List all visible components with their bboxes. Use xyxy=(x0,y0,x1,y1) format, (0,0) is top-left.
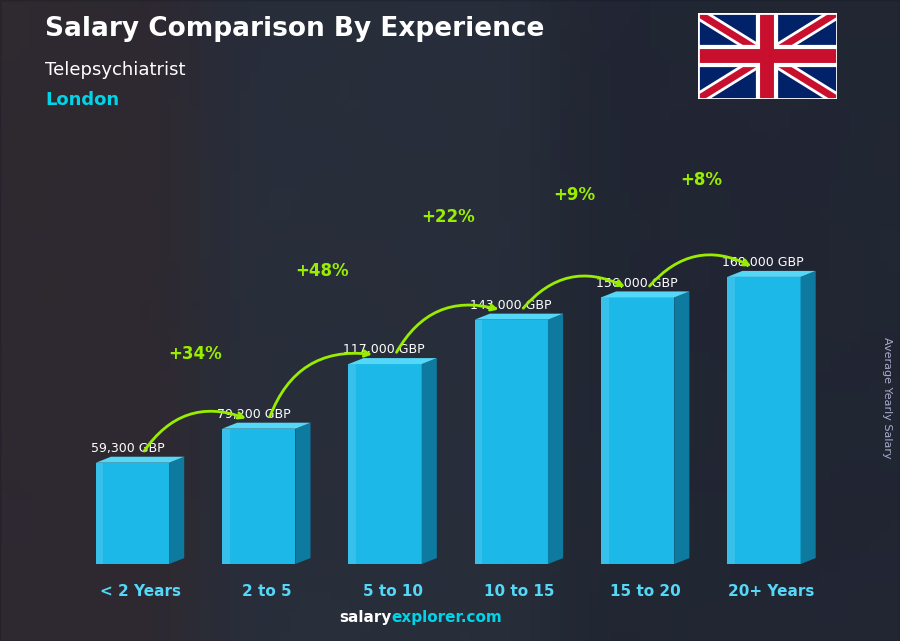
Text: Telepsychiatrist: Telepsychiatrist xyxy=(45,61,185,79)
Polygon shape xyxy=(295,422,310,564)
Polygon shape xyxy=(548,313,563,564)
Text: explorer.com: explorer.com xyxy=(392,610,502,625)
Text: Average Yearly Salary: Average Yearly Salary xyxy=(881,337,892,458)
Polygon shape xyxy=(474,320,548,564)
Polygon shape xyxy=(601,292,689,297)
Text: +22%: +22% xyxy=(421,208,475,226)
Text: < 2 Years: < 2 Years xyxy=(100,584,181,599)
Text: 168,000 GBP: 168,000 GBP xyxy=(722,256,804,269)
Text: 143,000 GBP: 143,000 GBP xyxy=(470,299,551,312)
Text: 156,000 GBP: 156,000 GBP xyxy=(596,277,678,290)
Text: Salary Comparison By Experience: Salary Comparison By Experience xyxy=(45,16,544,42)
Text: 59,300 GBP: 59,300 GBP xyxy=(91,442,165,455)
Polygon shape xyxy=(348,364,356,564)
Polygon shape xyxy=(348,358,436,364)
Polygon shape xyxy=(800,271,815,564)
Polygon shape xyxy=(727,277,735,564)
Polygon shape xyxy=(674,292,689,564)
Text: +9%: +9% xyxy=(554,186,596,204)
Text: +8%: +8% xyxy=(680,171,722,189)
Polygon shape xyxy=(474,313,563,320)
Polygon shape xyxy=(474,320,482,564)
Text: 79,200 GBP: 79,200 GBP xyxy=(217,408,291,421)
Polygon shape xyxy=(95,457,184,463)
Polygon shape xyxy=(601,297,608,564)
Polygon shape xyxy=(601,297,674,564)
Text: London: London xyxy=(45,91,119,109)
Text: 2 to 5: 2 to 5 xyxy=(241,584,291,599)
Text: 5 to 10: 5 to 10 xyxy=(363,584,423,599)
Polygon shape xyxy=(169,457,184,564)
Text: 117,000 GBP: 117,000 GBP xyxy=(344,344,425,356)
Polygon shape xyxy=(95,463,169,564)
Text: +34%: +34% xyxy=(168,345,222,363)
Text: 15 to 20: 15 to 20 xyxy=(610,584,680,599)
Polygon shape xyxy=(422,358,436,564)
Text: +48%: +48% xyxy=(295,262,348,280)
Polygon shape xyxy=(727,277,800,564)
Polygon shape xyxy=(727,271,815,277)
Text: 10 to 15: 10 to 15 xyxy=(483,584,554,599)
Polygon shape xyxy=(222,429,295,564)
Text: salary: salary xyxy=(339,610,392,625)
Polygon shape xyxy=(222,422,310,429)
Polygon shape xyxy=(95,463,104,564)
Text: 20+ Years: 20+ Years xyxy=(728,584,814,599)
Polygon shape xyxy=(348,364,422,564)
Polygon shape xyxy=(222,429,230,564)
